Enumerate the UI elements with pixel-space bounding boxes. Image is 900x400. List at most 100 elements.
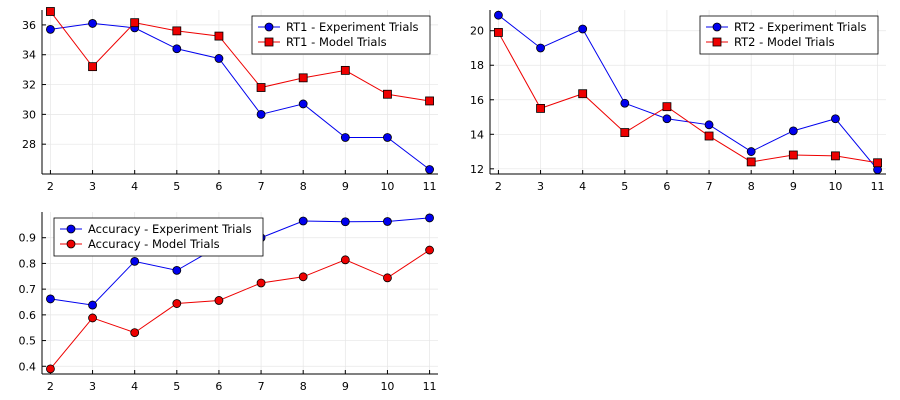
rt2-experiment-trials-legend-label: RT2 - Experiment Trials — [734, 20, 867, 34]
accuracy-model-trials-legend-marker — [66, 239, 76, 249]
accuracy-x-tick-label: 10 — [380, 380, 394, 393]
rt1-y-tick-label: 36 — [22, 19, 36, 32]
rt1-model-trials-legend-label: RT1 - Model Trials — [286, 35, 387, 49]
rt2-x-tick-label: 6 — [663, 180, 670, 193]
accuracy-model-trials-point — [172, 299, 182, 308]
accuracy-experiment-trials-legend-label: Accuracy - Experiment Trials — [88, 222, 252, 236]
rt2-experiment-trials-point — [831, 114, 840, 124]
accuracy-model-trials-point — [88, 313, 97, 323]
rt2-model-trials-point — [831, 151, 840, 161]
accuracy-model-trials-point — [298, 272, 308, 282]
rt1-model-trials-point — [340, 65, 350, 75]
rt2-experiment-trials-point — [704, 120, 714, 130]
rt1-experiment-trials-point — [425, 165, 434, 174]
rt2-x-tick-label: 9 — [790, 180, 797, 193]
accuracy-x-tick-label: 2 — [47, 380, 54, 393]
rt1-experiment-trials-legend-label: RT1 - Experiment Trials — [286, 20, 419, 34]
accuracy-x-tick-label: 6 — [215, 380, 222, 393]
rt1-legend-box — [251, 15, 431, 55]
accuracy-y-tick-label: 0.9 — [19, 232, 37, 245]
rt2-experiment-trials-point — [578, 24, 588, 34]
rt1-y-tick-label: 32 — [22, 79, 36, 92]
accuracy-chart-panel: 2 3 4 5 6 7 8 9 10 11 0.4 0.5 0.6 0.7 0.8 0.9 Accuracy -… — [19, 212, 438, 393]
rt1-model-trials-point — [172, 26, 182, 36]
accuracy-x-tick-label: 3 — [89, 380, 96, 393]
accuracy-y-tick-label: 0.7 — [19, 283, 37, 296]
accuracy-x-tick-label: 5 — [173, 380, 180, 393]
accuracy-x-tick-label: 4 — [131, 380, 138, 393]
rt2-experiment-trials-point — [746, 147, 756, 156]
rt2-x-tick-label: 3 — [537, 180, 544, 193]
accuracy-model-trials-legend-label: Accuracy - Model Trials — [88, 237, 220, 251]
rt1-y-tick-label: 34 — [22, 49, 36, 62]
rt2-model-trials-point — [704, 131, 714, 141]
rt2-model-trials-point — [578, 89, 588, 99]
rt1-experiment-trials-point — [172, 44, 182, 54]
rt1-x-tick-label: 11 — [423, 180, 437, 193]
accuracy-model-trials-point — [256, 278, 266, 288]
rt2-y-tick-label: 16 — [470, 94, 484, 107]
rt1-x-tick-label: 9 — [342, 180, 349, 193]
rt1-y-tick-label: 30 — [22, 108, 36, 121]
rt2-x-tick-label: 2 — [495, 180, 502, 193]
rt1-y-tick-label: 28 — [22, 138, 36, 151]
rt2-model-trials-point — [873, 158, 882, 168]
rt2-x-tick-label: 4 — [579, 180, 586, 193]
rt2-model-trials-point — [620, 128, 630, 137]
accuracy-x-tick-label: 8 — [300, 380, 307, 393]
accuracy-y-tick-label: 0.4 — [19, 360, 37, 373]
rt2-model-trials-legend-marker — [712, 37, 722, 47]
rt2-x-tick-label: 8 — [748, 180, 755, 193]
accuracy-model-trials-point — [425, 245, 434, 255]
rt2-y-tick-label: 20 — [470, 25, 484, 38]
rt1-experiment-trials-point — [340, 133, 350, 142]
rt1-model-trials-point — [214, 31, 224, 41]
rt2-model-trials-point — [662, 102, 672, 112]
accuracy-experiment-trials-point — [340, 217, 350, 227]
rt2-x-tick-label: 7 — [706, 180, 713, 193]
rt1-model-trials-point — [256, 83, 266, 92]
rt1-model-trials-point — [130, 18, 140, 28]
accuracy-x-tick-label: 11 — [423, 380, 437, 393]
rt1-model-trials-point — [383, 89, 392, 99]
rt2-model-trials-line — [497, 32, 878, 164]
rt1-x-tick-label: 2 — [47, 180, 54, 193]
rt2-model-trials-point — [788, 150, 798, 160]
rt2-experiment-trials-point — [662, 114, 672, 124]
rt1-experiment-trials-point — [383, 133, 392, 142]
rt2-x-tick-label: 5 — [621, 180, 628, 193]
rt1-model-trials-legend-marker — [264, 37, 274, 47]
accuracy-experiment-trials-point — [130, 256, 140, 266]
rt1-model-trials-point — [46, 7, 55, 16]
rt1-model-trials-point — [298, 73, 308, 83]
rt1-model-trials-point — [88, 62, 97, 72]
rt2-experiment-trials-point — [494, 10, 503, 20]
rt1-experiment-trials-point — [256, 109, 266, 119]
rt1-x-tick-label: 6 — [215, 180, 222, 193]
rt1-x-tick-label: 10 — [380, 180, 394, 193]
rt1-experiment-trials-point — [46, 24, 55, 34]
rt2-experiment-trials-point — [788, 126, 798, 136]
accuracy-experiment-trials-point — [88, 300, 97, 310]
rt1-experiment-trials-line — [50, 22, 430, 170]
rt1-x-tick-label: 8 — [300, 180, 307, 193]
rt1-experiment-trials-point — [298, 99, 308, 109]
accuracy-y-tick-label: 0.8 — [19, 257, 37, 270]
accuracy-model-trials-point — [383, 273, 392, 283]
rt2-chart-panel: 2 3 4 5 6 7 8 9 10 11 12 14 16 18 20 RT2 - Experiment T… — [470, 10, 886, 193]
rt2-model-trials-point — [536, 104, 545, 113]
rt2-model-trials-point — [494, 28, 503, 37]
accuracy-x-tick-label: 9 — [342, 380, 349, 393]
rt1-x-tick-label: 7 — [258, 180, 265, 193]
accuracy-x-tick-label: 7 — [258, 380, 265, 393]
accuracy-experiment-trials-point — [425, 213, 434, 223]
rt2-y-tick-label: 12 — [470, 163, 484, 176]
rt1-x-tick-label: 3 — [89, 180, 96, 193]
accuracy-model-trials-point — [340, 255, 350, 265]
accuracy-experiment-trials-point — [46, 294, 55, 304]
rt2-y-tick-label: 14 — [470, 128, 484, 141]
accuracy-experiment-trials-point — [172, 265, 182, 275]
